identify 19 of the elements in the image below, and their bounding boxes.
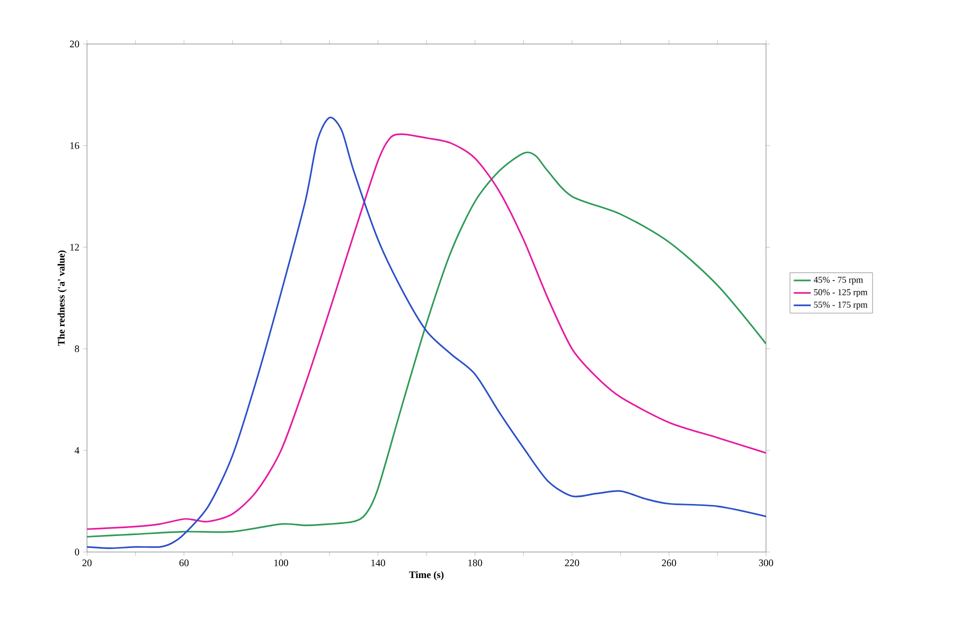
y-tick-label: 12: [70, 244, 79, 250]
x-tick-label: 300: [759, 560, 774, 566]
x-axis-title: Time (s): [409, 571, 444, 580]
x-tick-label: 140: [371, 560, 386, 566]
y-tick-label: 8: [74, 345, 80, 352]
x-tick-label: 260: [662, 560, 676, 566]
x-tick-label: 180: [468, 560, 482, 566]
legend-label: 55% - 175 rpm: [814, 302, 868, 310]
x-tick-label: 60: [179, 560, 189, 566]
y-tick-label: 20: [70, 40, 80, 48]
legend-label: 50% - 125 rpm: [814, 289, 868, 298]
x-tick-label: 20: [82, 560, 92, 566]
y-axis-title: The redness ('a' value): [58, 250, 67, 346]
legend-label: 45% - 75 rpm: [814, 276, 863, 285]
y-tick-label: 4: [74, 447, 80, 454]
y-tick-label: 0: [74, 548, 80, 556]
x-tick-label: 220: [564, 560, 580, 566]
y-tick-label: 16: [70, 142, 80, 149]
x-tick-label: 100: [274, 560, 288, 566]
